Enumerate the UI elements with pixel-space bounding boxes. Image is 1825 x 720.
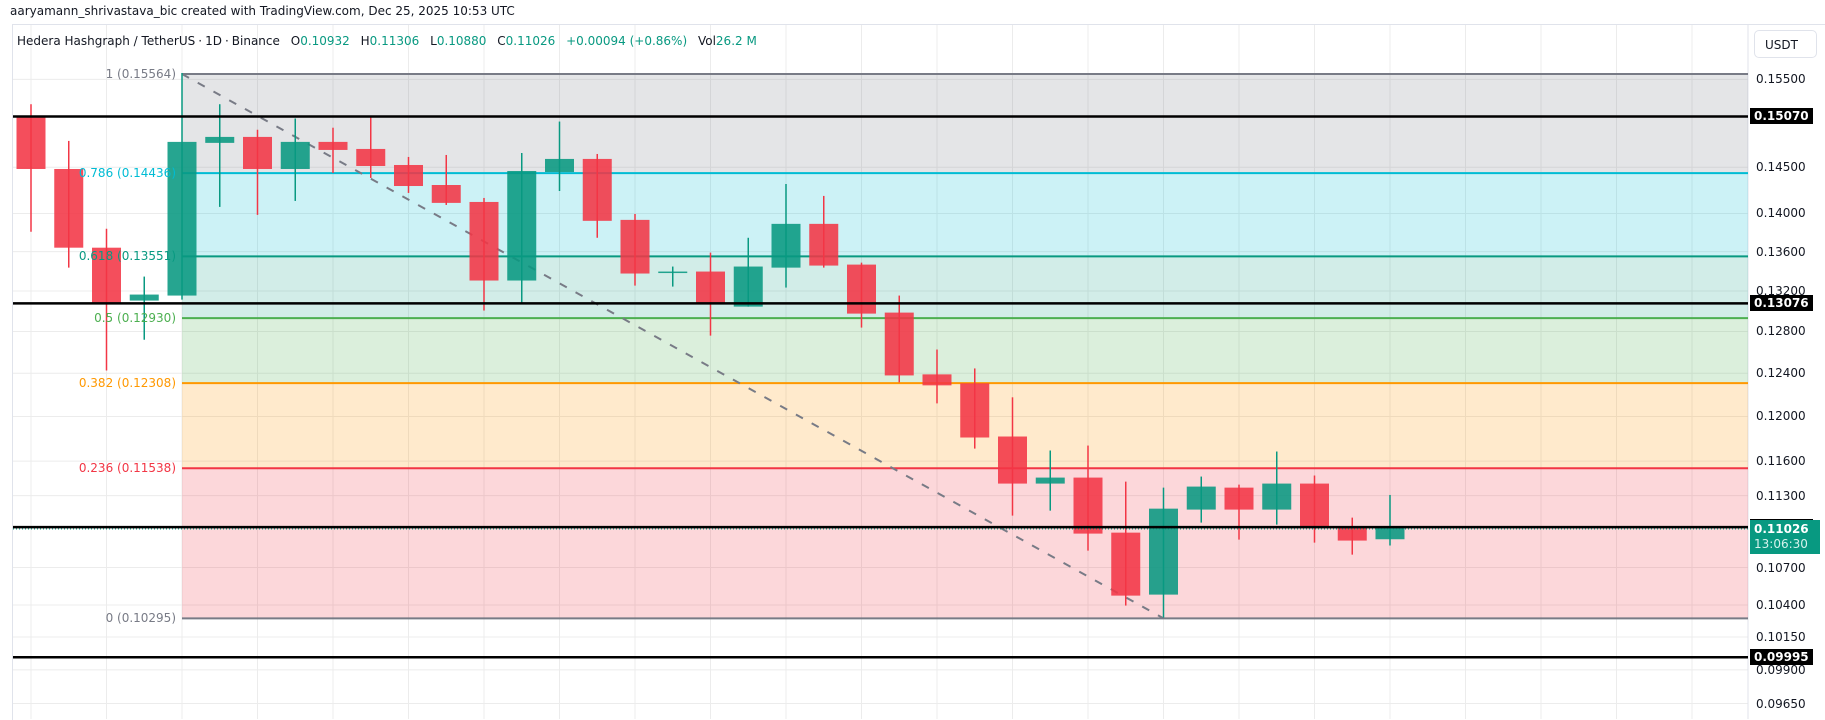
high-label: H	[360, 34, 370, 48]
volume-label: Vol	[697, 34, 716, 48]
price-tick: 0.12400	[1756, 366, 1806, 381]
fib-label-0.5: 0.5 (0.12930)	[94, 311, 176, 326]
candle-body[interactable]	[960, 383, 990, 438]
close-value: 0.11026	[505, 34, 556, 48]
price-tick: 0.12800	[1756, 324, 1806, 339]
fib-label-0.382: 0.382 (0.12308)	[78, 376, 176, 391]
candle-body[interactable]	[545, 158, 574, 172]
horizontal-line-price-tag: 0.09995	[1750, 649, 1813, 666]
price-tick: 0.11600	[1756, 454, 1806, 469]
candle-body[interactable]	[167, 141, 197, 296]
open-value: 0.10932	[300, 34, 350, 48]
candle-body[interactable]	[1186, 486, 1216, 510]
horizontal-line-price-tag: 0.13076	[1750, 295, 1813, 312]
candle-body[interactable]	[1224, 487, 1254, 510]
price-tick: 0.15500	[1756, 72, 1806, 87]
candle-body[interactable]	[54, 168, 84, 248]
price-tick: 0.13600	[1756, 244, 1806, 259]
candle-body[interactable]	[658, 271, 688, 274]
candle-body[interactable]	[16, 116, 46, 169]
last-price-tag: 0.11026 13:06:30	[1750, 520, 1820, 554]
candle-body[interactable]	[394, 164, 423, 187]
currency-unit-button[interactable]: USDT	[1754, 30, 1817, 58]
chart-credit: aaryamann_shrivastava_bic created with T…	[10, 4, 515, 18]
price-tick: 0.14500	[1756, 160, 1806, 175]
candle-body[interactable]	[243, 136, 272, 169]
fib-label-0.786: 0.786 (0.14436)	[78, 166, 176, 181]
fib-label-1: 1 (0.15564)	[105, 67, 176, 81]
candle-body[interactable]	[1073, 477, 1103, 534]
candle-body[interactable]	[356, 148, 386, 166]
candle-body[interactable]	[92, 247, 121, 303]
price-tick: 0.14000	[1756, 206, 1806, 221]
candle-body[interactable]	[1149, 508, 1178, 595]
candle-body[interactable]	[847, 264, 876, 314]
candle-body[interactable]	[884, 312, 914, 376]
candle-body[interactable]	[205, 136, 235, 143]
candle-body[interactable]	[998, 436, 1027, 484]
candle-body[interactable]	[1111, 532, 1141, 596]
price-tick: 0.12000	[1756, 409, 1806, 424]
price-tick: 0.10700	[1756, 560, 1806, 575]
candle-body[interactable]	[469, 201, 499, 281]
fib-zone-1	[182, 74, 1748, 174]
price-tick: 0.13200	[1756, 283, 1806, 298]
candle-body[interactable]	[129, 294, 159, 301]
candle-body[interactable]	[922, 374, 952, 386]
change-value: +0.00094 (+0.86%)	[566, 34, 688, 48]
symbol-name[interactable]: Hedera Hashgraph / TetherUS	[17, 34, 196, 48]
candle-body[interactable]	[1035, 477, 1065, 484]
price-tick: 0.11300	[1756, 488, 1806, 503]
candle-body[interactable]	[1262, 483, 1292, 510]
fib-zone-0.5	[182, 318, 1748, 384]
price-tick: 0.09650	[1756, 696, 1806, 711]
bar-countdown: 13:06:30	[1754, 537, 1808, 551]
fib-label-0: 0 (0.10295)	[105, 611, 176, 626]
close-label: C	[497, 34, 506, 48]
interval: 1D	[205, 34, 222, 48]
horizontal-line-price-tag: 0.15070	[1750, 108, 1813, 125]
candle-body[interactable]	[771, 223, 801, 268]
candle-body[interactable]	[733, 266, 763, 307]
candle-body[interactable]	[507, 170, 537, 281]
fib-label-0.236: 0.236 (0.11538)	[78, 461, 176, 476]
candle-body[interactable]	[318, 141, 348, 150]
candle-body[interactable]	[1337, 527, 1367, 541]
open-label: O	[290, 34, 301, 48]
symbol-legend: Hedera Hashgraph / TetherUS · 1D · Binance O…	[17, 34, 757, 48]
candle-body[interactable]	[582, 158, 612, 221]
candle-body[interactable]	[280, 141, 310, 169]
candle-body[interactable]	[431, 184, 461, 203]
candle-body[interactable]	[809, 223, 839, 266]
price-tick: 0.10400	[1756, 597, 1806, 612]
volume-value: 26.2 M	[715, 34, 757, 48]
candle-body[interactable]	[1375, 527, 1405, 540]
candle-body[interactable]	[696, 271, 725, 303]
exchange: Binance	[231, 34, 280, 48]
chart-frame	[12, 24, 1825, 720]
fib-trend-line[interactable]	[181, 73, 1164, 620]
low-label: L	[430, 34, 437, 48]
high-value: 0.11306	[369, 34, 420, 48]
fib-label-0.618: 0.618 (0.13551)	[78, 249, 176, 264]
price-tick: 0.09900	[1756, 662, 1806, 677]
fib-zone-0.618	[182, 256, 1748, 319]
last-price-value: 0.11026	[1754, 522, 1809, 536]
candle-body[interactable]	[1300, 483, 1329, 528]
low-value: 0.10880	[436, 34, 487, 48]
price-tick: 0.10150	[1756, 630, 1806, 644]
candle-body[interactable]	[620, 219, 650, 274]
fib-zone-0.236	[182, 468, 1748, 619]
